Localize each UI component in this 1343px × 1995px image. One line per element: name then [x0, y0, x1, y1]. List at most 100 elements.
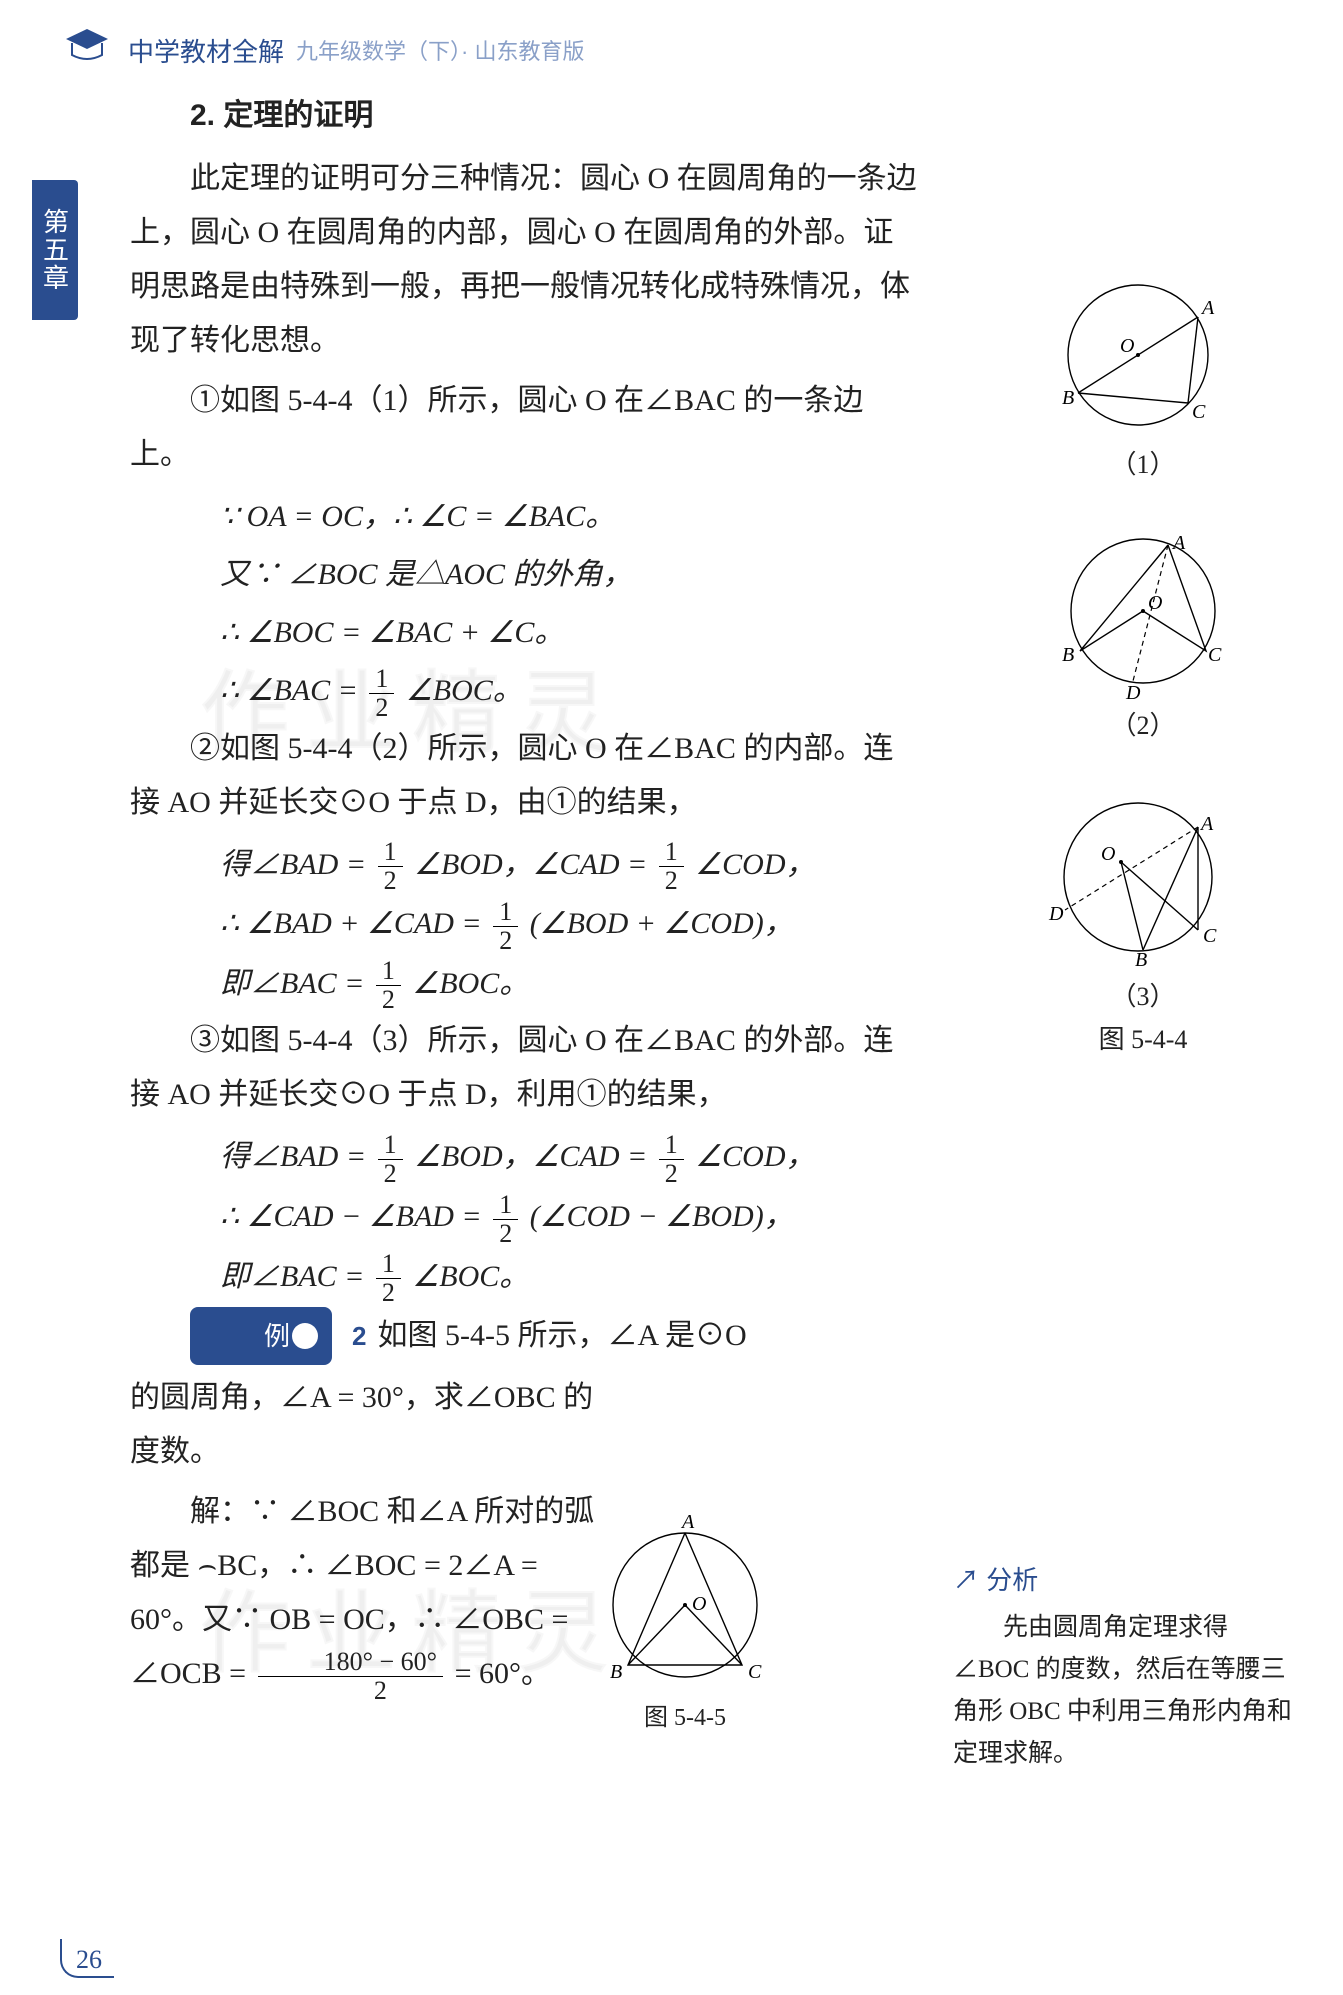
denominator: 2: [369, 694, 394, 722]
analysis-header: ↗ ↗ 分析 分析: [953, 1560, 1293, 1597]
numerator: 1: [376, 1250, 401, 1279]
analysis-text: 先由圆周角定理求得∠BOC 的度数，然后在等腰三角形 OBC 中利用三角形内角和…: [953, 1607, 1293, 1775]
case2-line2: ∴ ∠BAD + ∠CAD = 12 (∠BOD + ∠COD)，: [130, 895, 920, 955]
figure-2-label: （2）: [1003, 705, 1283, 742]
header-subtitle: 九年级数学（下）· 山东教育版: [296, 34, 584, 66]
denominator: 2: [378, 1160, 403, 1188]
book-logo-icon: [60, 25, 114, 76]
circle-diagram-2-icon: O A B C D: [1048, 521, 1238, 701]
example-badge: 例2: [190, 1307, 332, 1365]
text: ∠BOD，∠CAD =: [414, 1140, 647, 1173]
numerator: 1: [493, 1191, 518, 1220]
numerator: 1: [493, 898, 518, 927]
fraction: 12: [493, 1191, 518, 1248]
chapter-tab: 第五章: [32, 180, 78, 320]
svg-text:O: O: [1120, 335, 1134, 357]
analysis-box: ↗ ↗ 分析 分析 先由圆周角定理求得∠BOC 的度数，然后在等腰三角形 OBC…: [953, 1560, 1293, 1775]
denominator: 2: [493, 927, 518, 955]
page-header: 中学教材全解 九年级数学（下）· 山东教育版: [60, 20, 1283, 80]
case2-heading: ②如图 5-4-4（2）所示，圆心 O 在∠BAC 的内部。连接 AO 并延长交…: [130, 722, 920, 830]
circle-diagram-example-icon: O A B C: [590, 1510, 780, 1690]
svg-text:C: C: [1192, 401, 1206, 423]
text: (∠COD − ∠BOD)，: [530, 1200, 794, 1233]
case3-line2: ∴ ∠CAD − ∠BAD = 12 (∠COD − ∠BOD)，: [130, 1188, 920, 1248]
figure-3-label: （3）: [1003, 976, 1283, 1013]
denominator: 2: [258, 1677, 443, 1705]
svg-text:A: A: [1200, 297, 1215, 319]
svg-text:O: O: [1101, 843, 1115, 865]
svg-text:C: C: [748, 1661, 762, 1683]
svg-text:C: C: [1203, 925, 1217, 947]
page-number: 26: [60, 1945, 114, 1975]
example-figure: O A B C 图 5-4-5: [570, 1510, 800, 1732]
numerator: 1: [659, 1131, 684, 1160]
figure-1-label: （1）: [1003, 444, 1283, 481]
svg-text:C: C: [1208, 644, 1222, 666]
denominator: 2: [376, 986, 401, 1014]
case2-line3: 即∠BAC = 12 ∠BOC。: [130, 955, 920, 1015]
figure-3: O A D B C （3） 图 5-4-4: [1003, 782, 1283, 1056]
denominator: 2: [493, 1220, 518, 1248]
figure-1: O A B C （1）: [1003, 270, 1283, 481]
circle-diagram-1-icon: O A B C: [1048, 270, 1238, 440]
example-heading: 例2 如图 5-4-5 所示，∠A 是⊙O: [130, 1307, 920, 1365]
text: ∴ ∠BAC =: [220, 674, 358, 707]
fraction: 12: [378, 1131, 403, 1188]
text: ∠BOD，∠CAD =: [414, 848, 647, 881]
denominator: 2: [659, 867, 684, 895]
svg-text:O: O: [692, 1593, 706, 1615]
main-content: 2. 定理的证明 此定理的证明可分三种情况：圆心 O 在圆周角的一条边上，圆心 …: [130, 90, 920, 1711]
text: ∠BOC。: [406, 674, 523, 707]
svg-text:D: D: [1125, 682, 1141, 701]
case1-line2: 又∵ ∠BOC 是△AOC 的外角，: [130, 546, 920, 604]
text: ∴ ∠BAD + ∠CAD =: [220, 907, 482, 940]
intro-paragraph: 此定理的证明可分三种情况：圆心 O 在圆周角的一条边上，圆心 O 在圆周角的内部…: [130, 152, 920, 368]
svg-text:B: B: [610, 1661, 622, 1683]
case1-line1: ∵ OA = OC，∴ ∠C = ∠BAC。: [130, 488, 920, 546]
text: = 60°。: [455, 1657, 551, 1690]
figure-2: O A B C D （2）: [1003, 521, 1283, 742]
example-text-1: 如图 5-4-5 所示，∠A 是⊙O: [348, 1319, 747, 1352]
case3-line3: 即∠BAC = 12 ∠BOC。: [130, 1248, 920, 1308]
text: ∴ ∠CAD − ∠BAD =: [220, 1200, 482, 1233]
text: (∠BOD + ∠COD)，: [530, 907, 794, 940]
share-arrow-icon: ↗: [953, 1565, 979, 1595]
svg-text:B: B: [1135, 949, 1147, 971]
case1-line3: ∴ ∠BOC = ∠BAC + ∠C。: [130, 604, 920, 662]
fraction: 12: [493, 898, 518, 955]
chapter-tab-label: 第五章: [37, 208, 74, 292]
figure-column: O A B C （1） O A B C D （2）: [1003, 270, 1283, 1096]
text: ∠COD，: [695, 1140, 815, 1173]
svg-text:B: B: [1062, 644, 1074, 666]
fraction: 12: [659, 1131, 684, 1188]
numerator: 180° − 60°: [258, 1648, 443, 1677]
example-solution: 解：∵ ∠BOC 和∠A 所对的弧都是 ⌢BC，∴ ∠BOC = 2∠A = 6…: [130, 1485, 610, 1705]
fraction: 12: [376, 957, 401, 1014]
fraction: 12: [376, 1250, 401, 1307]
fraction: 1 2: [369, 665, 394, 722]
case1-heading: ①如图 5-4-4（1）所示，圆心 O 在∠BAC 的一条边上。: [130, 374, 920, 482]
example-text-2: 的圆周角，∠A = 30°，求∠OBC 的度数。: [130, 1371, 610, 1479]
section-title: 2. 定理的证明: [130, 90, 920, 134]
denominator: 2: [378, 867, 403, 895]
text: ∠BOC。: [412, 967, 529, 1000]
numerator: 1: [659, 838, 684, 867]
denominator: 2: [376, 1279, 401, 1307]
numerator: 1: [378, 838, 403, 867]
svg-text:A: A: [1199, 813, 1214, 835]
analysis-header-text: 分析: [986, 1565, 1038, 1595]
numerator: 1: [369, 665, 394, 694]
page-number-value: 26: [60, 1939, 114, 1978]
fraction: 12: [378, 838, 403, 895]
case3-heading: ③如图 5-4-4（3）所示，圆心 O 在∠BAC 的外部。连接 AO 并延长交…: [130, 1014, 920, 1122]
svg-text:A: A: [680, 1511, 695, 1533]
svg-text:O: O: [1148, 592, 1162, 614]
svg-text:D: D: [1048, 903, 1064, 925]
svg-text:B: B: [1062, 387, 1074, 409]
numerator: 1: [378, 1131, 403, 1160]
text: ∠COD，: [695, 848, 815, 881]
case3-line1: 得∠BAD = 12 ∠BOD，∠CAD = 12 ∠COD，: [130, 1128, 920, 1188]
text: 即∠BAC =: [220, 1260, 364, 1293]
figure-main-caption: 图 5-4-4: [1003, 1019, 1283, 1056]
svg-text:A: A: [1171, 532, 1186, 554]
